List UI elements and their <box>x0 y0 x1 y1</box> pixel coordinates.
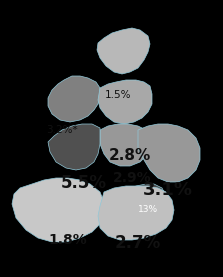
Polygon shape <box>97 28 150 74</box>
Text: 1.8%: 1.8% <box>49 233 87 247</box>
Polygon shape <box>48 76 100 122</box>
Polygon shape <box>12 178 104 242</box>
Text: 13%: 13% <box>138 206 158 214</box>
Polygon shape <box>126 184 166 210</box>
Polygon shape <box>98 186 174 240</box>
Polygon shape <box>98 80 152 124</box>
Text: 3.1%: 3.1% <box>143 181 193 199</box>
Text: 5.5%: 5.5% <box>61 174 107 192</box>
Polygon shape <box>100 124 150 166</box>
Text: 3.2%*: 3.2%* <box>46 125 78 135</box>
Text: 2.8%: 2.8% <box>109 147 151 163</box>
Polygon shape <box>138 124 200 182</box>
Text: 2.7%: 2.7% <box>115 234 161 252</box>
Polygon shape <box>48 124 100 170</box>
Text: 2.9%: 2.9% <box>113 171 151 185</box>
Text: 1.5%: 1.5% <box>105 90 131 100</box>
